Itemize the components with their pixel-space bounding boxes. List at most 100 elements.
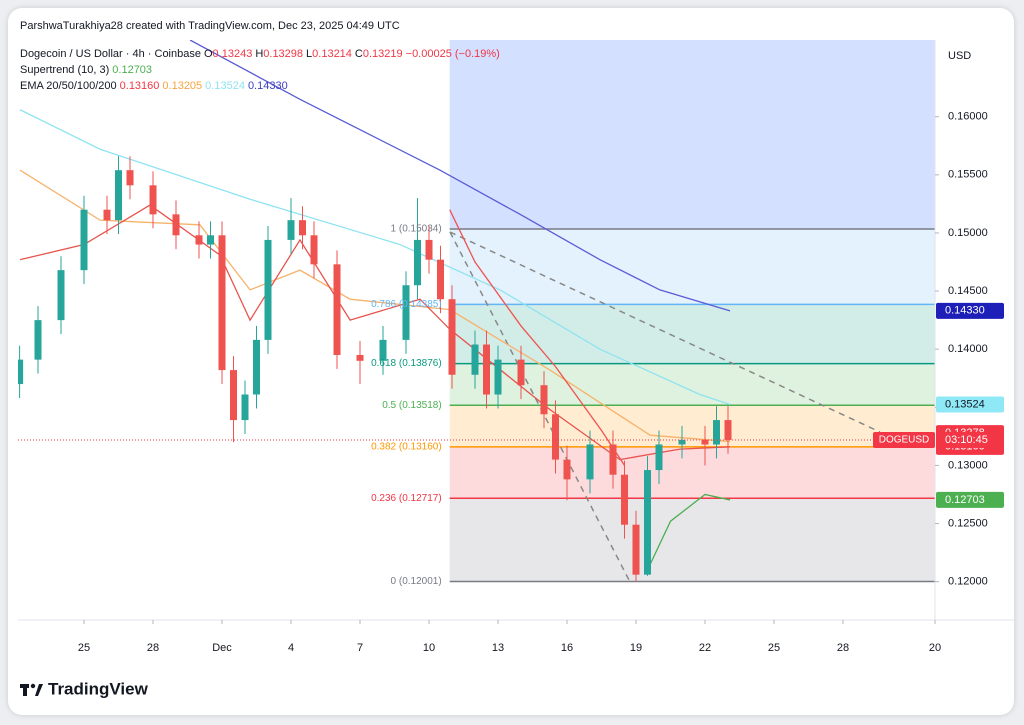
symbol-label: DOGEUSD (879, 435, 930, 446)
y-tick-label: 0.16000 (948, 111, 988, 123)
x-tick-label: 13 (492, 642, 504, 654)
change: −0.00025 (−0.19%) (405, 48, 500, 60)
indicator-value: 0.13160 (119, 80, 160, 92)
indicator-name: Supertrend (10, 3) (20, 64, 110, 76)
candle-body (310, 235, 318, 265)
candle-body (207, 235, 215, 245)
candle-body (57, 270, 65, 321)
target-zone (449, 40, 935, 229)
y-tick-label: 0.14000 (948, 343, 988, 355)
candle-body (230, 370, 238, 421)
indicator-line (19, 109, 731, 406)
plot-area (18, 40, 935, 583)
candle-body (540, 385, 548, 415)
candle-body (172, 214, 180, 236)
fib-label: 0.618 (0.13876) (371, 358, 442, 369)
candle-body (644, 470, 652, 575)
legend-row: Dogecoin / US Dollar · 4h · Coinbase O0.1… (20, 48, 503, 60)
candle-body (115, 170, 123, 221)
logo-text: TradingView (48, 679, 149, 698)
fib-label: 0 (0.12001) (391, 576, 442, 587)
y-tick-label: 0.14500 (948, 285, 988, 297)
y-axis-label: USD (948, 50, 971, 62)
y-tick-label: 0.15500 (948, 169, 988, 181)
candle-body (563, 459, 571, 480)
price-badge (936, 491, 1004, 508)
candle-body (437, 259, 445, 300)
candle-body (701, 439, 709, 445)
legend-row: EMA 20/50/100/200 0.13160 0.13205 0.13524 0.… (20, 80, 291, 92)
fib-zone (449, 363, 935, 406)
legend-row: Supertrend (10, 3) 0.12703 (20, 64, 155, 76)
indicator-value: 0.12703 (112, 64, 153, 76)
candle-body (425, 239, 433, 260)
symbol-badge (873, 431, 935, 448)
candle-body (218, 235, 226, 371)
y-tick-label: 0.12500 (948, 517, 988, 529)
fib-label: 1 (0.15034) (391, 224, 442, 235)
candle-body (253, 339, 261, 395)
ohlc-key: H (255, 48, 264, 60)
ohlc-key: L (306, 48, 313, 60)
fib-label: 0.236 (0.12717) (371, 493, 442, 504)
candle-body (483, 344, 491, 395)
candle-body (471, 344, 479, 375)
candle-body (299, 220, 307, 236)
ohlc-value: 0.13214 (312, 48, 352, 60)
indicator-line (19, 169, 731, 443)
x-tick-label: 7 (357, 642, 363, 654)
price-badge-label: 0.14330 (945, 305, 985, 317)
ohlc-key: O (203, 48, 213, 60)
candle-body (287, 220, 295, 240)
candle-body (34, 320, 42, 360)
candle-body (103, 209, 111, 221)
candle-body (621, 474, 629, 525)
credit: ParshwaTurakhiya28 created with TradingV… (20, 20, 400, 32)
candle-body (414, 239, 422, 286)
indicator-name: EMA 20/50/100/200 (20, 80, 117, 92)
candle-body (494, 359, 502, 395)
indicator-line (189, 40, 731, 312)
fib-label: 0.382 (0.13160) (371, 441, 442, 452)
candle-body (517, 359, 525, 386)
logo (20, 683, 43, 696)
indicator-value: 0.13524 (205, 80, 245, 92)
candle-body (448, 299, 456, 375)
fib-label: 0.786 (0.14385) (371, 299, 442, 310)
ohlc-value: 0.13219 (362, 48, 403, 60)
candle-body (655, 444, 663, 471)
price-badge-label: 0.13524 (945, 398, 985, 410)
candle-body (402, 285, 410, 340)
fib-zone (449, 446, 935, 499)
trend-line (449, 231, 881, 433)
x-tick-label: Dec (212, 642, 232, 654)
candle-body (356, 354, 364, 361)
candle-body (379, 339, 387, 361)
y-tick-label: 0.15000 (948, 227, 988, 239)
fib-zone (449, 498, 935, 582)
candle-body (609, 444, 617, 475)
indicator-line (646, 493, 731, 571)
y-tick-label: 0.12000 (948, 576, 988, 588)
indicator-value: 0.13205 (162, 80, 203, 92)
ohlc-value: 0.13243 (212, 48, 253, 60)
fib-zone (449, 304, 935, 364)
price-badge (936, 396, 1004, 413)
chart-card: USD TradingView 1 (0.15034) 0.786 (0.1438… (8, 8, 1014, 715)
x-tick-label: 10 (423, 642, 435, 654)
indicator-value: 0.14330 (247, 80, 288, 92)
countdown-badge (936, 431, 1004, 448)
candle-body (195, 235, 203, 245)
indicator-line (449, 209, 626, 466)
x-tick-label: 4 (288, 642, 294, 654)
ohlc-value: 0.13298 (263, 48, 304, 60)
fib-zone (449, 405, 935, 447)
x-tick-label: 28 (147, 642, 159, 654)
candle-body (241, 394, 249, 421)
chart: USD TradingView 1 (0.15034) 0.786 (0.1438… (18, 40, 1014, 698)
candle-body (149, 185, 157, 215)
price-badge-label: 0.12703 (945, 494, 985, 506)
candle-body (586, 444, 594, 480)
fib-zone (449, 228, 935, 305)
candle-body (632, 524, 640, 575)
